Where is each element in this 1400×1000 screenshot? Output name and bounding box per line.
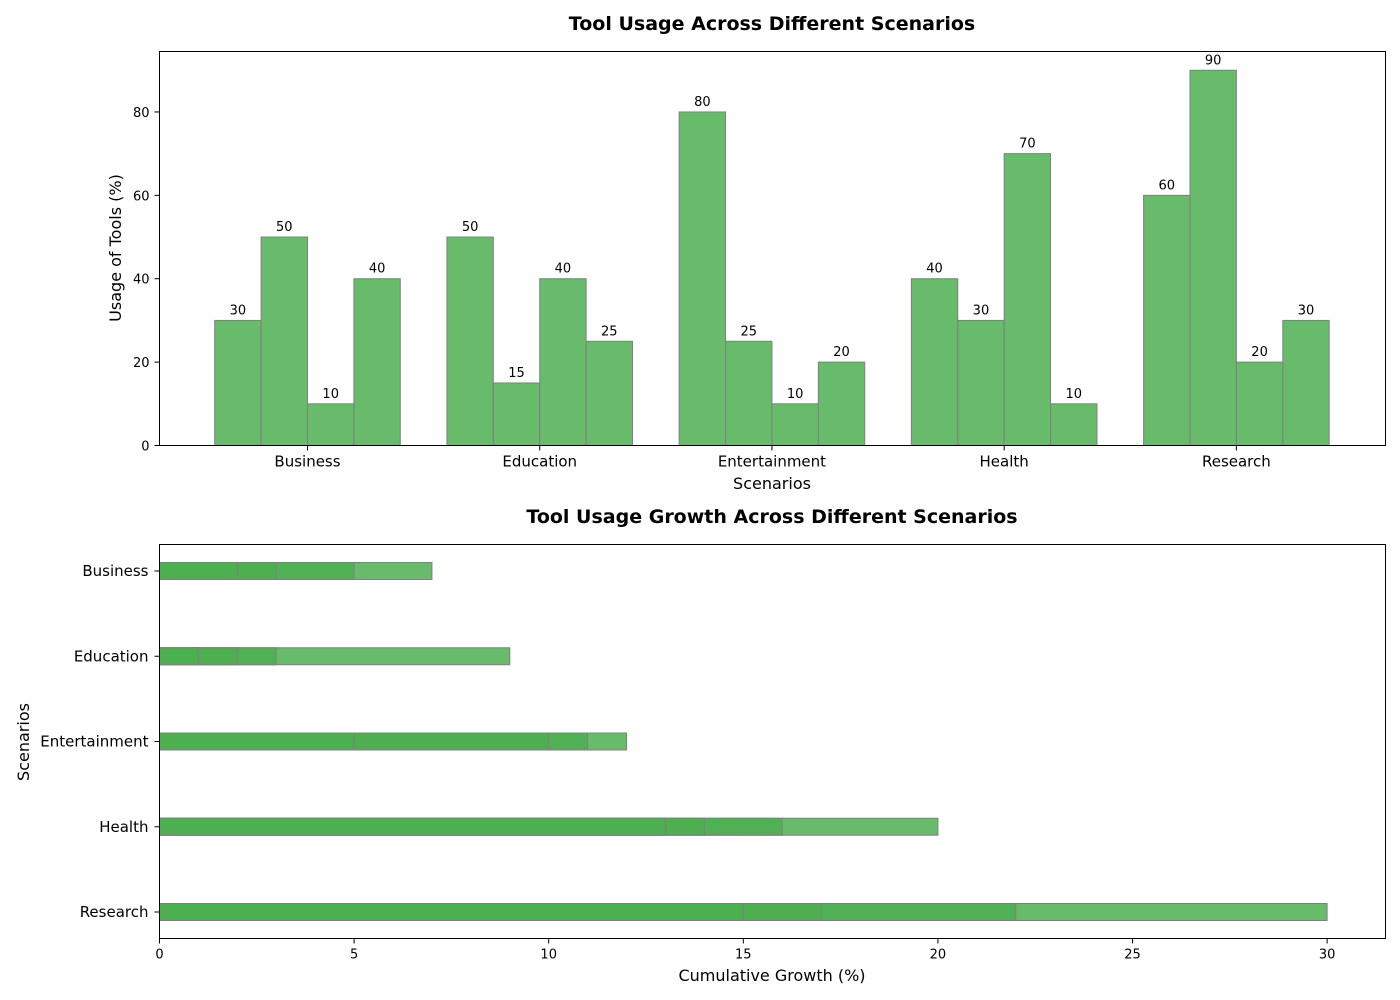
y-tick-label-40: 40 [133, 273, 150, 288]
bar-entertainment-2 [725, 340, 773, 446]
y-tick-label-60: 60 [133, 189, 150, 204]
data-label-education-2: 15 [508, 366, 525, 381]
data-label-entertainment-4: 20 [833, 345, 850, 360]
bar-entertainment-3 [771, 403, 819, 447]
bar-business-3 [307, 403, 355, 447]
x2-tick-label-25: 25 [1124, 948, 1141, 963]
chart2-title: Tool Usage Growth Across Different Scena… [526, 506, 1017, 528]
y2-tick-label-education: Education [74, 647, 149, 665]
y-tick-label-0: 0 [141, 440, 149, 455]
x-tick-label-entertainment: Entertainment [718, 453, 826, 471]
bar-education-3 [539, 278, 587, 446]
x-tick-label-education: Education [502, 453, 577, 471]
x2-tick-label-15: 15 [735, 948, 752, 963]
x-tick-label-research: Research [1202, 453, 1271, 471]
data-label-health-2: 30 [973, 303, 990, 318]
bar-health-3 [1003, 153, 1052, 446]
chart2-y-axis-label: Scenarios [14, 703, 33, 781]
data-label-entertainment-3: 10 [787, 387, 804, 402]
chart1-plot-frame [159, 51, 1386, 446]
bar-research-2 [1189, 69, 1237, 446]
bar-health-4 [1050, 403, 1098, 447]
bar-research-4 [1282, 319, 1330, 446]
x2-tick-label-0: 0 [155, 948, 163, 963]
chart1-x-axis: Business Education Entertainment Health Rese… [274, 445, 1271, 471]
data-label-education-4: 25 [601, 324, 618, 339]
usage-bar-chart: Tool Usage Across Different Scenarios 30… [106, 13, 1386, 493]
y-tick-label-20: 20 [133, 356, 150, 371]
growth-bar-education-4 [159, 647, 199, 666]
bar-business-4 [353, 278, 401, 446]
chart2-x-axis-label: Cumulative Growth (%) [678, 966, 865, 985]
data-label-health-4: 10 [1065, 387, 1082, 402]
growth-bar-health-4 [159, 817, 666, 836]
y2-tick-label-entertainment: Entertainment [40, 733, 148, 751]
growth-bar-entertainment-4 [159, 732, 355, 751]
data-label-research-2: 90 [1205, 53, 1222, 68]
data-label-education-3: 40 [555, 262, 572, 277]
chart1-data-labels: 30 50 10 40 50 15 40 25 80 25 10 20 40 30 70 10 60 90 20 30 [230, 53, 1315, 402]
bar-health-1 [910, 278, 959, 446]
bar-entertainment-4 [817, 361, 866, 447]
x2-tick-label-10: 10 [540, 948, 557, 963]
y-tick-label-80: 80 [133, 106, 150, 121]
y2-tick-label-health: Health [99, 818, 148, 836]
bar-business-2 [260, 236, 309, 446]
x2-tick-label-30: 30 [1319, 948, 1336, 963]
data-label-entertainment-1: 80 [694, 95, 711, 110]
data-label-research-1: 60 [1159, 178, 1176, 193]
chart2-y-axis: Business Education Entertainment Health Rese… [40, 562, 160, 921]
data-label-entertainment-2: 25 [740, 324, 757, 339]
bar-education-4 [585, 340, 634, 446]
chart1-title: Tool Usage Across Different Scenarios [569, 13, 975, 35]
growth-bar-research-4 [159, 903, 744, 921]
growth-bar-chart: Tool Usage Growth Across Different Scena… [14, 506, 1386, 985]
x2-tick-label-5: 5 [350, 948, 358, 963]
chart2-bars [159, 562, 1328, 921]
bar-research-1 [1143, 194, 1191, 446]
y2-tick-label-research: Research [80, 903, 149, 921]
x-tick-label-business: Business [274, 453, 340, 471]
x-tick-label-health: Health [980, 453, 1029, 471]
bar-business-1 [214, 319, 262, 446]
data-label-research-4: 30 [1298, 303, 1315, 318]
data-label-education-1: 50 [462, 220, 479, 235]
growth-bar-business-4 [159, 562, 238, 580]
y2-tick-label-business: Business [82, 562, 148, 580]
data-label-health-3: 70 [1019, 137, 1036, 152]
bar-health-2 [957, 319, 1005, 446]
data-label-business-1: 30 [230, 303, 247, 318]
data-label-business-2: 50 [276, 220, 293, 235]
x2-tick-label-20: 20 [930, 948, 947, 963]
bar-entertainment-1 [678, 111, 727, 447]
chart1-bars [214, 69, 1330, 447]
bar-research-3 [1235, 361, 1284, 447]
data-label-business-4: 40 [369, 262, 386, 277]
chart1-x-axis-label: Scenarios [733, 474, 811, 493]
data-label-research-3: 20 [1251, 345, 1268, 360]
data-label-business-3: 10 [322, 387, 339, 402]
chart2-x-axis: 0 5 10 15 20 25 30 [155, 938, 1336, 963]
bar-education-1 [446, 236, 494, 446]
bar-education-2 [492, 382, 541, 447]
chart1-y-axis: 0 20 40 60 80 [133, 106, 160, 455]
chart1-y-axis-label: Usage of Tools (%) [106, 174, 125, 322]
data-label-health-1: 40 [926, 262, 943, 277]
